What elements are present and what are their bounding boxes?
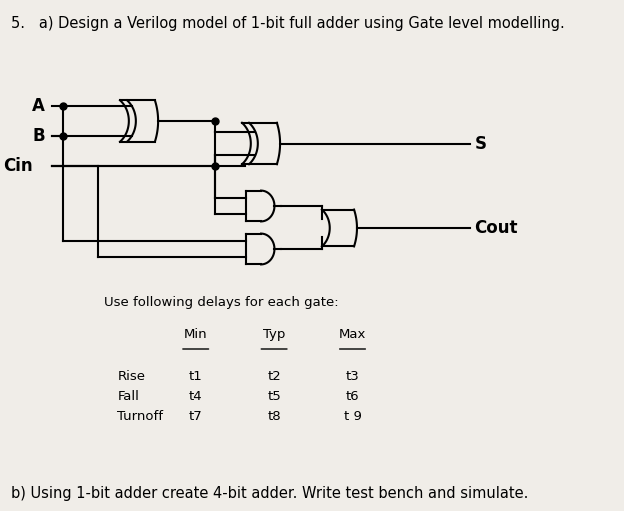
Text: Rise: Rise [117, 370, 145, 383]
Text: Turnoff: Turnoff [117, 410, 163, 423]
Text: Cout: Cout [474, 219, 518, 237]
Text: 5.   a) Design a Verilog model of 1-bit full adder using Gate level modelling.: 5. a) Design a Verilog model of 1-bit fu… [11, 16, 565, 31]
Text: t 9: t 9 [344, 410, 361, 423]
Text: A: A [32, 97, 45, 115]
Text: Max: Max [339, 328, 366, 341]
Text: t4: t4 [189, 390, 203, 403]
Text: Fall: Fall [117, 390, 139, 403]
Text: Cin: Cin [3, 157, 33, 175]
Text: t5: t5 [267, 390, 281, 403]
Text: S: S [474, 134, 487, 152]
Text: t7: t7 [189, 410, 203, 423]
Text: b) Using 1-bit adder create 4-bit adder. Write test bench and simulate.: b) Using 1-bit adder create 4-bit adder.… [11, 486, 529, 501]
Text: Use following delays for each gate:: Use following delays for each gate: [104, 296, 339, 309]
Text: t8: t8 [267, 410, 281, 423]
Text: t3: t3 [346, 370, 359, 383]
Text: t2: t2 [267, 370, 281, 383]
Text: Min: Min [184, 328, 208, 341]
Text: Typ: Typ [263, 328, 285, 341]
Text: B: B [32, 127, 45, 145]
Text: t6: t6 [346, 390, 359, 403]
Text: t1: t1 [189, 370, 203, 383]
